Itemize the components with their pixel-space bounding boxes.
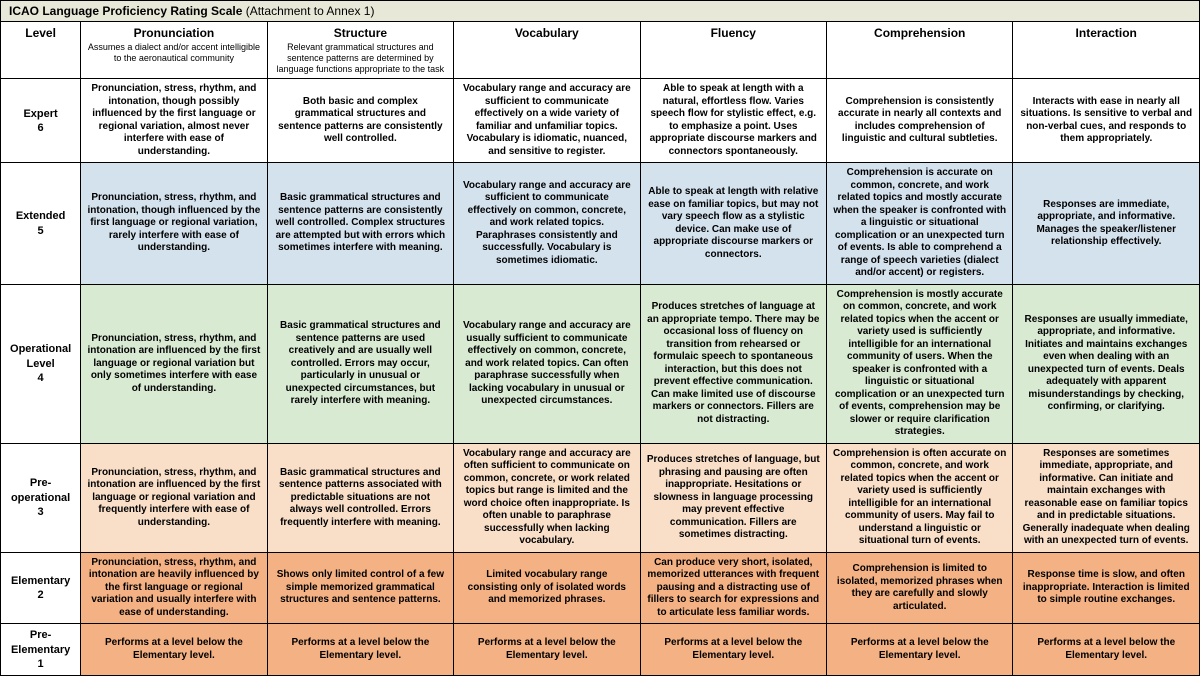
data-cell: Comprehension is accurate on common, con…	[827, 163, 1013, 285]
col-struct-sub: Relevant grammatical structures and sent…	[274, 42, 447, 74]
col-comprehension: Comprehension	[827, 22, 1013, 79]
level-cell: Pre-operational3	[1, 443, 81, 552]
data-cell: Comprehension is often accurate on commo…	[827, 443, 1013, 552]
data-cell: Produces stretches of language, but phra…	[640, 443, 826, 552]
data-cell: Limited vocabulary range consisting only…	[454, 552, 640, 624]
data-cell: Pronunciation, stress, rhythm, and inton…	[81, 163, 267, 285]
col-interaction: Interaction	[1013, 22, 1200, 79]
col-fluency: Fluency	[640, 22, 826, 79]
title-bold: ICAO Language Proficiency Rating Scale	[9, 4, 242, 18]
table-row: Elementary2Pronunciation, stress, rhythm…	[1, 552, 1200, 624]
level-cell: Pre-Elementary1	[1, 624, 81, 676]
col-pron-label: Pronunciation	[134, 26, 215, 40]
data-cell: Responses are immediate, appropriate, an…	[1013, 163, 1200, 285]
data-cell: Vocabulary range and accuracy are suffic…	[454, 79, 640, 163]
data-cell: Performs at a level below the Elementary…	[827, 624, 1013, 676]
data-cell: Performs at a level below the Elementary…	[81, 624, 267, 676]
data-cell: Basic grammatical structures and sentenc…	[267, 443, 453, 552]
level-cell: Expert6	[1, 79, 81, 163]
data-cell: Produces stretches of language at an app…	[640, 284, 826, 443]
data-cell: Pronunciation, stress, rhythm, and inton…	[81, 552, 267, 624]
level-cell: Elementary2	[1, 552, 81, 624]
data-cell: Both basic and complex grammatical struc…	[267, 79, 453, 163]
proficiency-table: ICAO Language Proficiency Rating Scale (…	[0, 0, 1200, 676]
col-level-label: Level	[25, 26, 56, 40]
title-suffix: (Attachment to Annex 1)	[242, 4, 374, 18]
level-cell: Operational Level4	[1, 284, 81, 443]
col-pronunciation: Pronunciation Assumes a dialect and/or ac…	[81, 22, 267, 79]
level-cell: Extended5	[1, 163, 81, 285]
col-structure: Structure Relevant grammatical structures…	[267, 22, 453, 79]
table-row: Pre-Elementary1Performs at a level below…	[1, 624, 1200, 676]
data-cell: Vocabulary range and accuracy are suffic…	[454, 163, 640, 285]
data-cell: Able to speak at length with relative ea…	[640, 163, 826, 285]
data-cell: Pronunciation, stress, rhythm, and inton…	[81, 79, 267, 163]
data-cell: Performs at a level below the Elementary…	[640, 624, 826, 676]
data-cell: Responses are usually immediate, appropr…	[1013, 284, 1200, 443]
data-cell: Pronunciation, stress, rhythm, and inton…	[81, 443, 267, 552]
table-title: ICAO Language Proficiency Rating Scale (…	[1, 1, 1200, 22]
data-cell: Vocabulary range and accuracy are often …	[454, 443, 640, 552]
table-row: Extended5Pronunciation, stress, rhythm, …	[1, 163, 1200, 285]
col-level: Level	[1, 22, 81, 79]
data-cell: Comprehension is limited to isolated, me…	[827, 552, 1013, 624]
data-cell: Performs at a level below the Elementary…	[454, 624, 640, 676]
data-cell: Can produce very short, isolated, memori…	[640, 552, 826, 624]
data-cell: Responses are sometimes immediate, appro…	[1013, 443, 1200, 552]
col-flu-label: Fluency	[711, 26, 756, 40]
data-cell: Basic grammatical structures and sentenc…	[267, 284, 453, 443]
col-vocabulary: Vocabulary	[454, 22, 640, 79]
col-comp-label: Comprehension	[874, 26, 965, 40]
table-row: Pre-operational3Pronunciation, stress, r…	[1, 443, 1200, 552]
col-inter-label: Interaction	[1076, 26, 1137, 40]
data-cell: Vocabulary range and accuracy are usuall…	[454, 284, 640, 443]
data-cell: Able to speak at length with a natural, …	[640, 79, 826, 163]
header-row: Level Pronunciation Assumes a dialect and…	[1, 22, 1200, 79]
data-cell: Comprehension is consistently accurate i…	[827, 79, 1013, 163]
data-cell: Response time is slow, and often inappro…	[1013, 552, 1200, 624]
data-cell: Pronunciation, stress, rhythm, and inton…	[81, 284, 267, 443]
data-cell: Basic grammatical structures and sentenc…	[267, 163, 453, 285]
data-cell: Shows only limited control of a few simp…	[267, 552, 453, 624]
title-row: ICAO Language Proficiency Rating Scale (…	[1, 1, 1200, 22]
table-row: Expert6Pronunciation, stress, rhythm, an…	[1, 79, 1200, 163]
col-struct-label: Structure	[334, 26, 387, 40]
data-cell: Comprehension is mostly accurate on comm…	[827, 284, 1013, 443]
table-row: Operational Level4Pronunciation, stress,…	[1, 284, 1200, 443]
data-cell: Interacts with ease in nearly all situat…	[1013, 79, 1200, 163]
data-cell: Performs at a level below the Elementary…	[1013, 624, 1200, 676]
col-pron-sub: Assumes a dialect and/or accent intellig…	[87, 42, 260, 64]
col-vocab-label: Vocabulary	[515, 26, 579, 40]
data-cell: Performs at a level below the Elementary…	[267, 624, 453, 676]
